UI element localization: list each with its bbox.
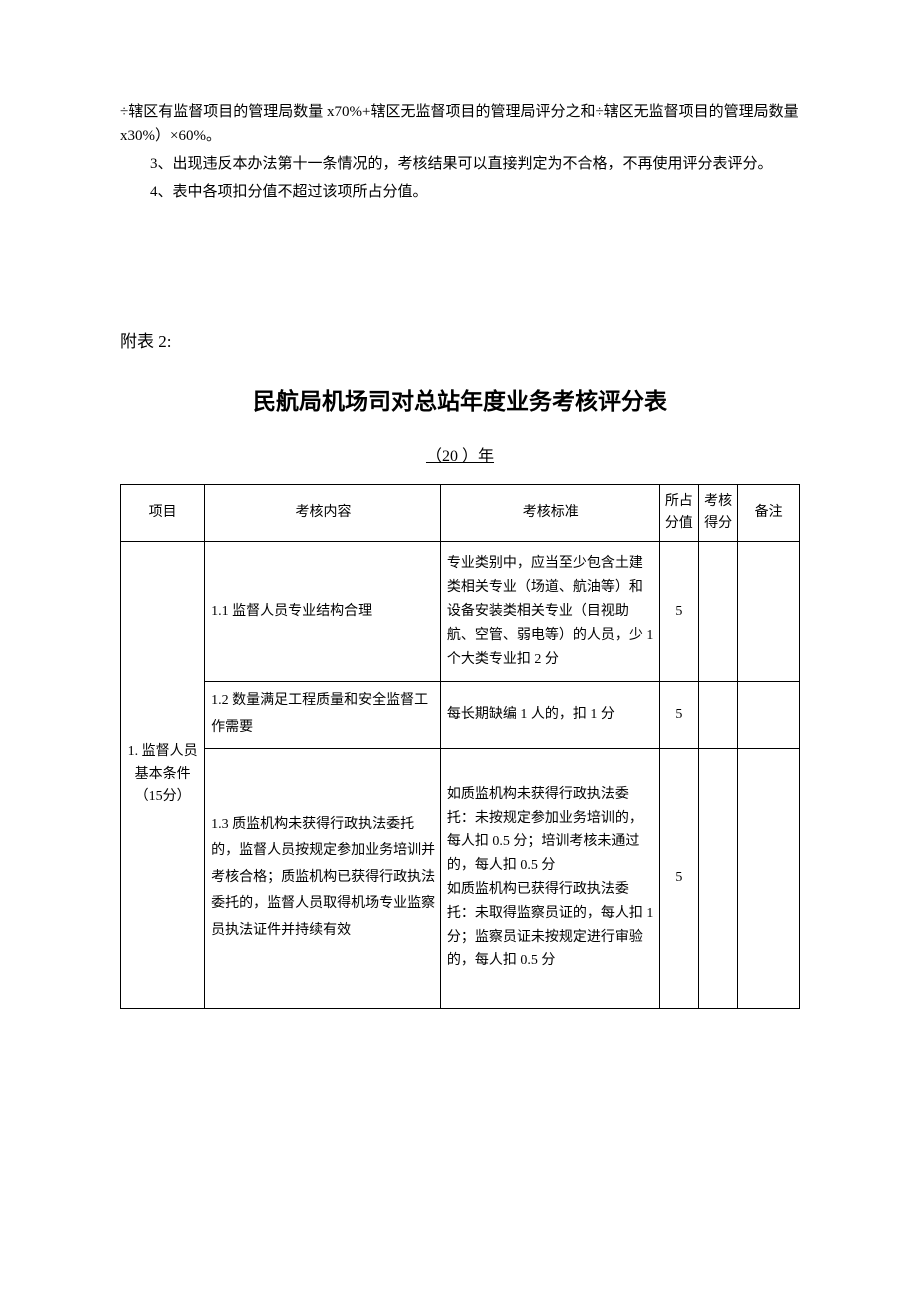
header-score: 考核得分 (698, 484, 737, 542)
evaluation-table: 项目 考核内容 考核标准 所占分值 考核得分 备注 1. 监督人员基本条件（15… (120, 484, 800, 1009)
year-suffix: ）年 (462, 448, 494, 465)
header-standard: 考核标准 (440, 484, 659, 542)
cell-content: 1.2 数量满足工程质量和安全监督工作需要 (205, 682, 441, 748)
header-note: 备注 (738, 484, 800, 542)
cell-weight: 5 (659, 682, 698, 748)
cell-standard: 如质监机构未获得行政执法委托：未按规定参加业务培训的，每人扣 0.5 分；培训考… (440, 748, 659, 1008)
cell-content: 1.3 质监机构未获得行政执法委托的，监督人员按规定参加业务培训并考核合格；质监… (205, 748, 441, 1008)
cell-score (698, 682, 737, 748)
intro-line-1: ÷辖区有监督项目的管理局数量 x70%+辖区无监督项目的管理局评分之和÷辖区无监… (120, 100, 800, 148)
header-content: 考核内容 (205, 484, 441, 542)
table-row: 1.3 质监机构未获得行政执法委托的，监督人员按规定参加业务培训并考核合格；质监… (121, 748, 800, 1008)
cell-standard: 专业类别中，应当至少包含土建类相关专业（场道、航油等）和设备安装类相关专业（目视… (440, 542, 659, 682)
cell-content: 1.1 监督人员专业结构合理 (205, 542, 441, 682)
cell-note (738, 748, 800, 1008)
page-title: 民航局机场司对总站年度业务考核评分表 (120, 383, 800, 420)
cell-standard: 每长期缺编 1 人的，扣 1 分 (440, 682, 659, 748)
year-line: （20 ）年 (120, 444, 800, 470)
intro-line-3: 4、表中各项扣分值不超过该项所占分值。 (120, 180, 800, 204)
spacer (120, 208, 800, 328)
cell-score (698, 542, 737, 682)
cell-score (698, 748, 737, 1008)
section-label: 1. 监督人员基本条件（15分） (121, 542, 205, 1008)
year-prefix: （20 (426, 448, 458, 465)
table-row: 1.2 数量满足工程质量和安全监督工作需要 每长期缺编 1 人的，扣 1 分 5 (121, 682, 800, 748)
table-header-row: 项目 考核内容 考核标准 所占分值 考核得分 备注 (121, 484, 800, 542)
cell-note (738, 682, 800, 748)
cell-note (738, 542, 800, 682)
attachment-label: 附表 2: (120, 328, 800, 355)
cell-weight: 5 (659, 542, 698, 682)
table-row: 1. 监督人员基本条件（15分） 1.1 监督人员专业结构合理 专业类别中，应当… (121, 542, 800, 682)
header-item: 项目 (121, 484, 205, 542)
cell-weight: 5 (659, 748, 698, 1008)
intro-line-2: 3、出现违反本办法第十一条情况的，考核结果可以直接判定为不合格，不再使用评分表评… (120, 152, 800, 176)
header-weight: 所占分值 (659, 484, 698, 542)
